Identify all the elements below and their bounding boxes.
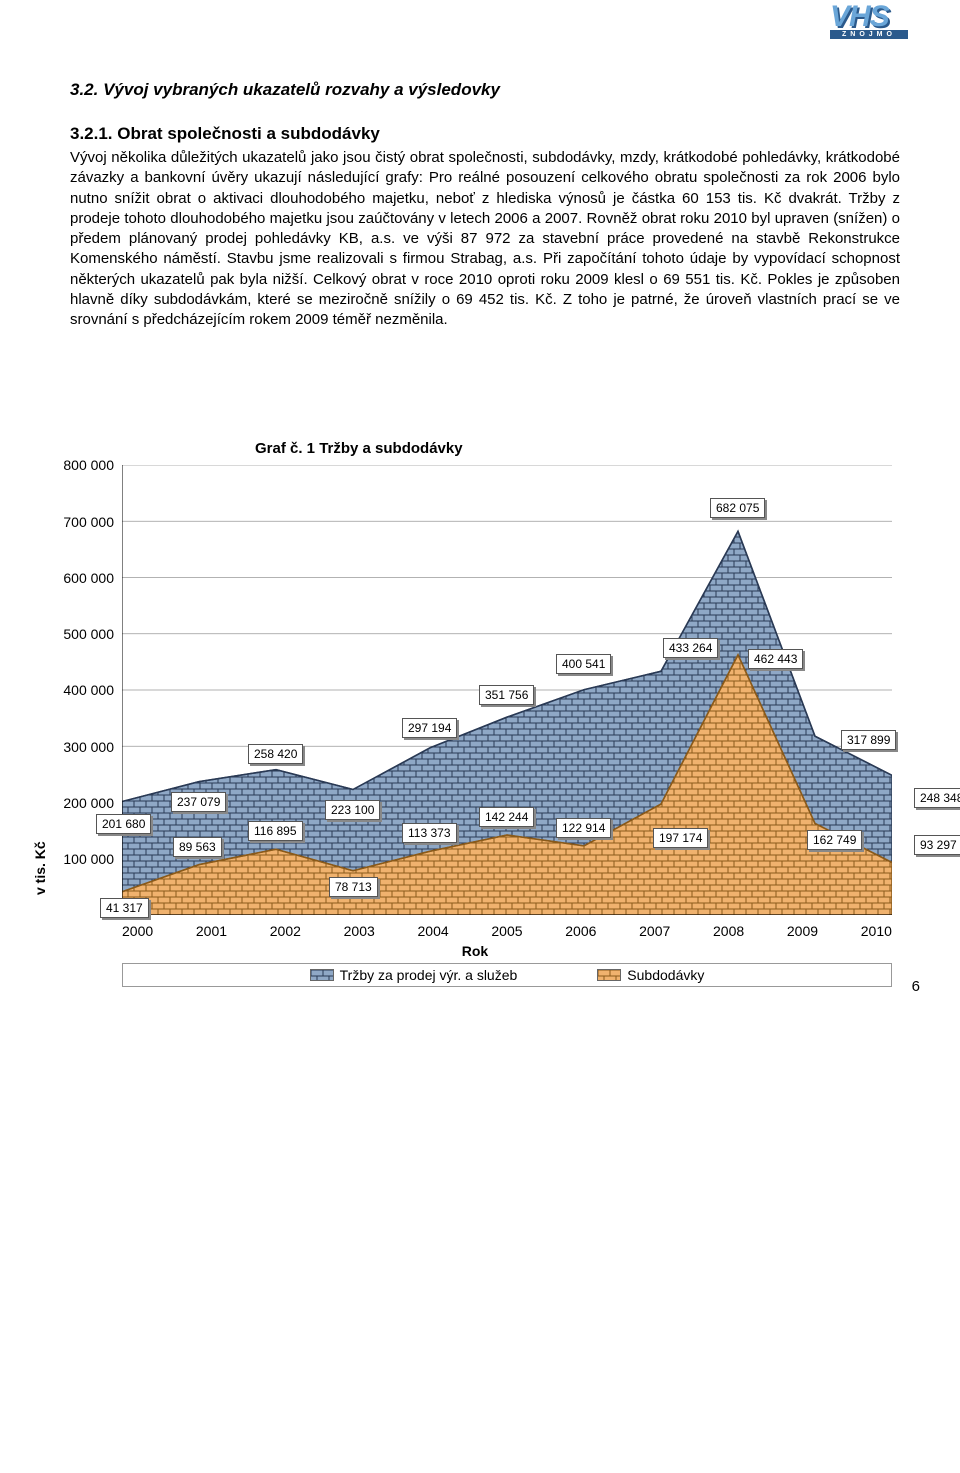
legend-swatch [310, 969, 334, 981]
chart-legend: Tržby za prodej výr. a služeb Subdodávky [122, 963, 892, 987]
x-tick-label: 2000 [122, 923, 153, 939]
data-label: 248 348 [914, 788, 960, 808]
legend-label: Tržby za prodej výr. a služeb [340, 967, 518, 983]
subsection-heading: 3.2.1. Obrat společnosti a subdodávky [70, 124, 900, 144]
x-tick-label: 2002 [270, 923, 301, 939]
y-tick-label: 600 000 [63, 570, 114, 586]
y-tick-label: 800 000 [63, 457, 114, 473]
y-tick-label: 700 000 [63, 514, 114, 530]
y-tick-label: 500 000 [63, 626, 114, 642]
x-tick-label: 2010 [861, 923, 892, 939]
y-axis-labels: 0100 000200 000300 000400 000500 000600 … [40, 465, 120, 915]
data-label: 89 563 [173, 837, 222, 857]
data-label: 297 194 [402, 718, 457, 738]
y-tick-label: 100 000 [63, 851, 114, 867]
x-tick-label: 2008 [713, 923, 744, 939]
x-tick-label: 2005 [491, 923, 522, 939]
data-label: 462 443 [748, 649, 803, 669]
data-label: 317 899 [841, 730, 896, 750]
x-axis-title: Rok [40, 943, 910, 959]
x-tick-label: 2003 [344, 923, 375, 939]
data-label: 113 373 [402, 823, 457, 843]
data-label: 116 895 [248, 821, 303, 841]
chart-area: 0100 000200 000300 000400 000500 000600 … [40, 465, 910, 985]
data-label: 162 749 [807, 830, 862, 850]
page-number: 6 [912, 978, 920, 995]
legend-label: Subdodávky [627, 967, 704, 983]
legend-item: Subdodávky [597, 967, 704, 983]
data-label: 122 914 [556, 818, 611, 838]
data-label: 41 317 [100, 898, 149, 918]
section-heading: 3.2. Vývoj vybraných ukazatelů rozvahy a… [70, 80, 900, 100]
data-label: 400 541 [556, 654, 611, 674]
data-label: 201 680 [96, 814, 151, 834]
logo: VHS ZNOJMO [830, 0, 940, 50]
y-tick-label: 200 000 [63, 795, 114, 811]
data-label: 433 264 [663, 638, 718, 658]
x-tick-label: 2006 [565, 923, 596, 939]
data-label: 682 075 [710, 498, 765, 518]
legend-swatch [597, 969, 621, 981]
x-axis-labels: 2000 2001 2002 2003 2004 2005 2006 2007 2008 2009… [122, 923, 892, 939]
logo-main: VHS [830, 0, 940, 34]
x-tick-label: 2007 [639, 923, 670, 939]
body-paragraph: Vývoj několika důležitých ukazatelů jako… [70, 148, 900, 330]
chart-container: Graf č. 1 Tržby a subdodávky 0100 000200… [40, 440, 900, 985]
x-tick-label: 2009 [787, 923, 818, 939]
y-tick-label: 300 000 [63, 739, 114, 755]
x-tick-label: 2001 [196, 923, 227, 939]
legend-item: Tržby za prodej výr. a služeb [310, 967, 518, 983]
x-tick-label: 2004 [418, 923, 449, 939]
data-label: 142 244 [479, 807, 534, 827]
chart-plot: 201 680237 079258 420223 100297 194351 7… [122, 465, 892, 915]
data-label: 258 420 [248, 744, 303, 764]
data-label: 93 297 [914, 835, 960, 855]
data-label: 223 100 [325, 800, 380, 820]
data-label: 197 174 [653, 828, 708, 848]
logo-sub: ZNOJMO [830, 30, 908, 39]
data-label: 237 079 [171, 792, 226, 812]
chart-title: Graf č. 1 Tržby a subdodávky [255, 440, 900, 457]
y-axis-title: v tis. Kč [32, 842, 48, 896]
data-label: 351 756 [479, 685, 534, 705]
y-tick-label: 400 000 [63, 682, 114, 698]
data-label: 78 713 [329, 877, 378, 897]
